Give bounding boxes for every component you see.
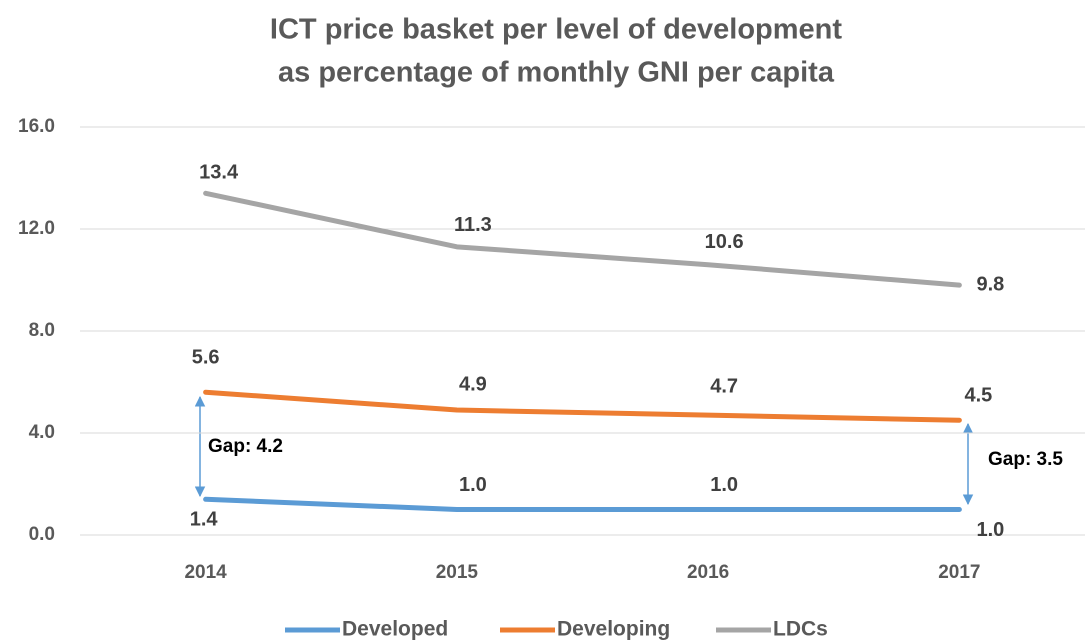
- data-label: 13.4: [199, 162, 239, 184]
- annotation: Gap: 3.5: [988, 449, 1063, 470]
- y-tick-label: 12.0: [18, 218, 55, 239]
- y-tick-label: 0.0: [29, 524, 55, 545]
- data-label: 5.6: [192, 346, 220, 368]
- legend-label: LDCs: [773, 618, 828, 641]
- x-tick-label: 2017: [938, 562, 980, 583]
- data-label: 1.0: [710, 474, 738, 496]
- y-tick-label: 4.0: [29, 422, 55, 443]
- chart-title: as percentage of monthly GNI per capita: [278, 57, 835, 89]
- x-tick-label: 2014: [184, 562, 227, 583]
- data-label: 4.5: [964, 385, 992, 407]
- annotation: Gap: 4.2: [208, 436, 283, 457]
- data-label: 1.4: [190, 509, 219, 531]
- x-tick-label: 2015: [436, 562, 479, 583]
- y-tick-label: 8.0: [29, 320, 55, 341]
- data-label: 1.0: [459, 474, 487, 496]
- data-label: 9.8: [976, 273, 1004, 295]
- series-line: [203, 190, 962, 288]
- data-label: 4.9: [459, 373, 487, 395]
- legend-label: Developing: [557, 618, 670, 641]
- series-line: [203, 496, 962, 512]
- data-label: 1.0: [976, 519, 1004, 541]
- legend-label: Developed: [342, 618, 448, 641]
- data-label: 4.7: [710, 375, 738, 397]
- data-label: 11.3: [454, 214, 492, 236]
- y-tick-label: 16.0: [18, 116, 55, 137]
- data-label: 10.6: [705, 231, 744, 253]
- series-line: [203, 389, 962, 423]
- x-tick-label: 2016: [687, 562, 729, 583]
- chart-title: ICT price basket per level of developmen…: [270, 14, 842, 46]
